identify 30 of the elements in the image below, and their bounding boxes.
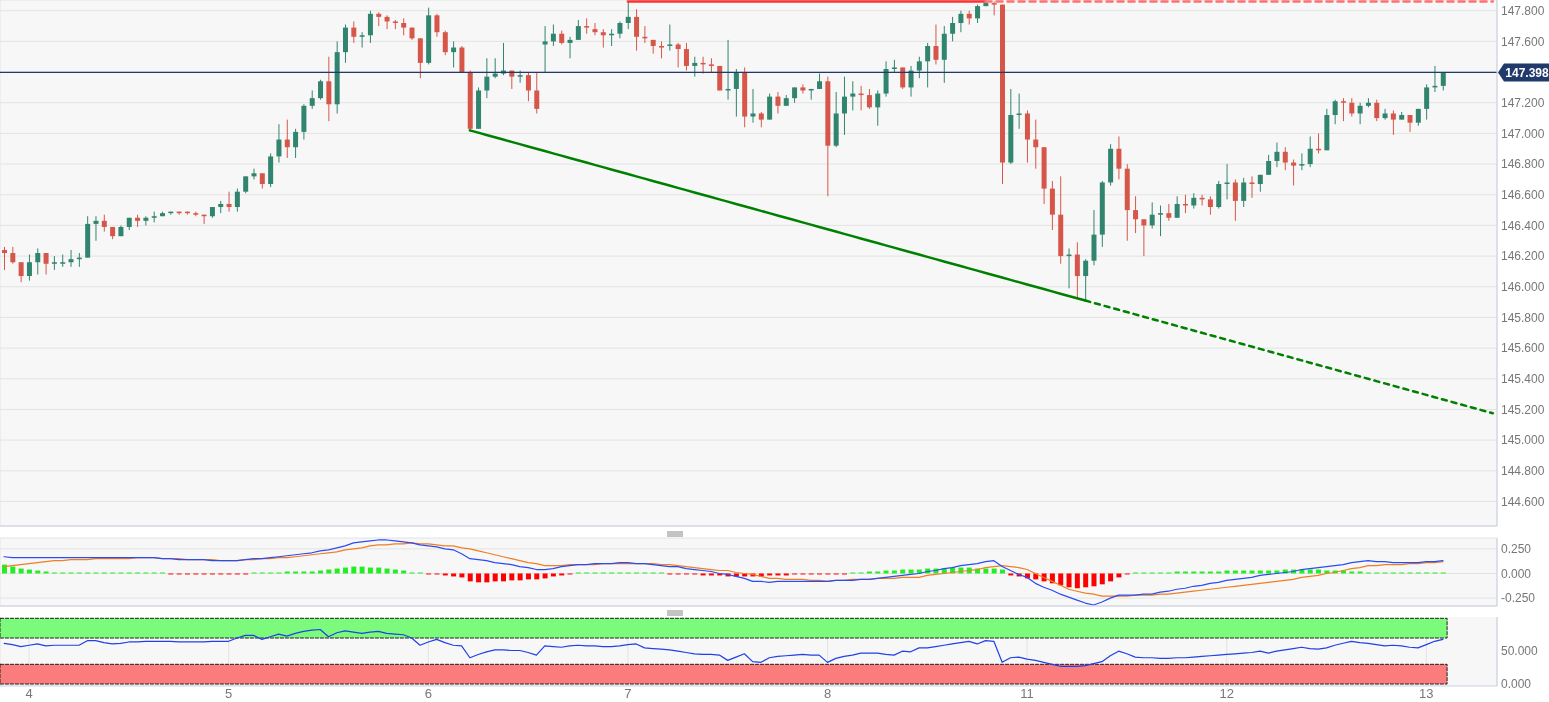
- x-tick-label: 6: [424, 686, 432, 702]
- x-tick-label: 13: [1419, 686, 1434, 702]
- y-tick-label: 145.600: [1501, 341, 1545, 356]
- y-tick-label: 147.800: [1501, 3, 1545, 18]
- y-tick-label: 0.250: [1501, 542, 1532, 557]
- y-tick-label: 145.200: [1501, 402, 1545, 417]
- y-tick-label: 146.600: [1501, 188, 1545, 203]
- y-tick-label: 146.800: [1501, 157, 1545, 172]
- y-tick-label: 146.000: [1501, 280, 1545, 295]
- y-tick-label: 0.000: [1501, 677, 1532, 692]
- y-tick-label: 144.800: [1501, 464, 1545, 479]
- x-tick-label: 5: [225, 686, 233, 702]
- x-tick-label: 4: [25, 686, 33, 702]
- y-tick-label: 147.600: [1501, 34, 1545, 49]
- x-tick-label: 12: [1219, 686, 1234, 702]
- y-tick-label: 147.000: [1501, 126, 1545, 141]
- y-tick-label: 0.000: [1501, 566, 1532, 581]
- y-tick-label: 146.200: [1501, 249, 1545, 264]
- y-tick-label: 146.400: [1501, 218, 1545, 233]
- y-tick-label: 145.400: [1501, 372, 1545, 387]
- y-tick-label: 145.000: [1501, 433, 1545, 448]
- x-tick-label: 11: [1020, 686, 1034, 702]
- ref-line-label: 147.398: [1505, 65, 1549, 80]
- y-tick-label: -0.250: [1501, 591, 1536, 606]
- y-tick-label: 50.000: [1501, 644, 1539, 659]
- y-tick-label: 147.200: [1501, 96, 1545, 111]
- x-tick-label: 7: [624, 686, 632, 702]
- y-tick-label: 144.600: [1501, 494, 1545, 509]
- y-tick-label: 145.800: [1501, 310, 1545, 325]
- x-tick-label: 8: [823, 686, 832, 702]
